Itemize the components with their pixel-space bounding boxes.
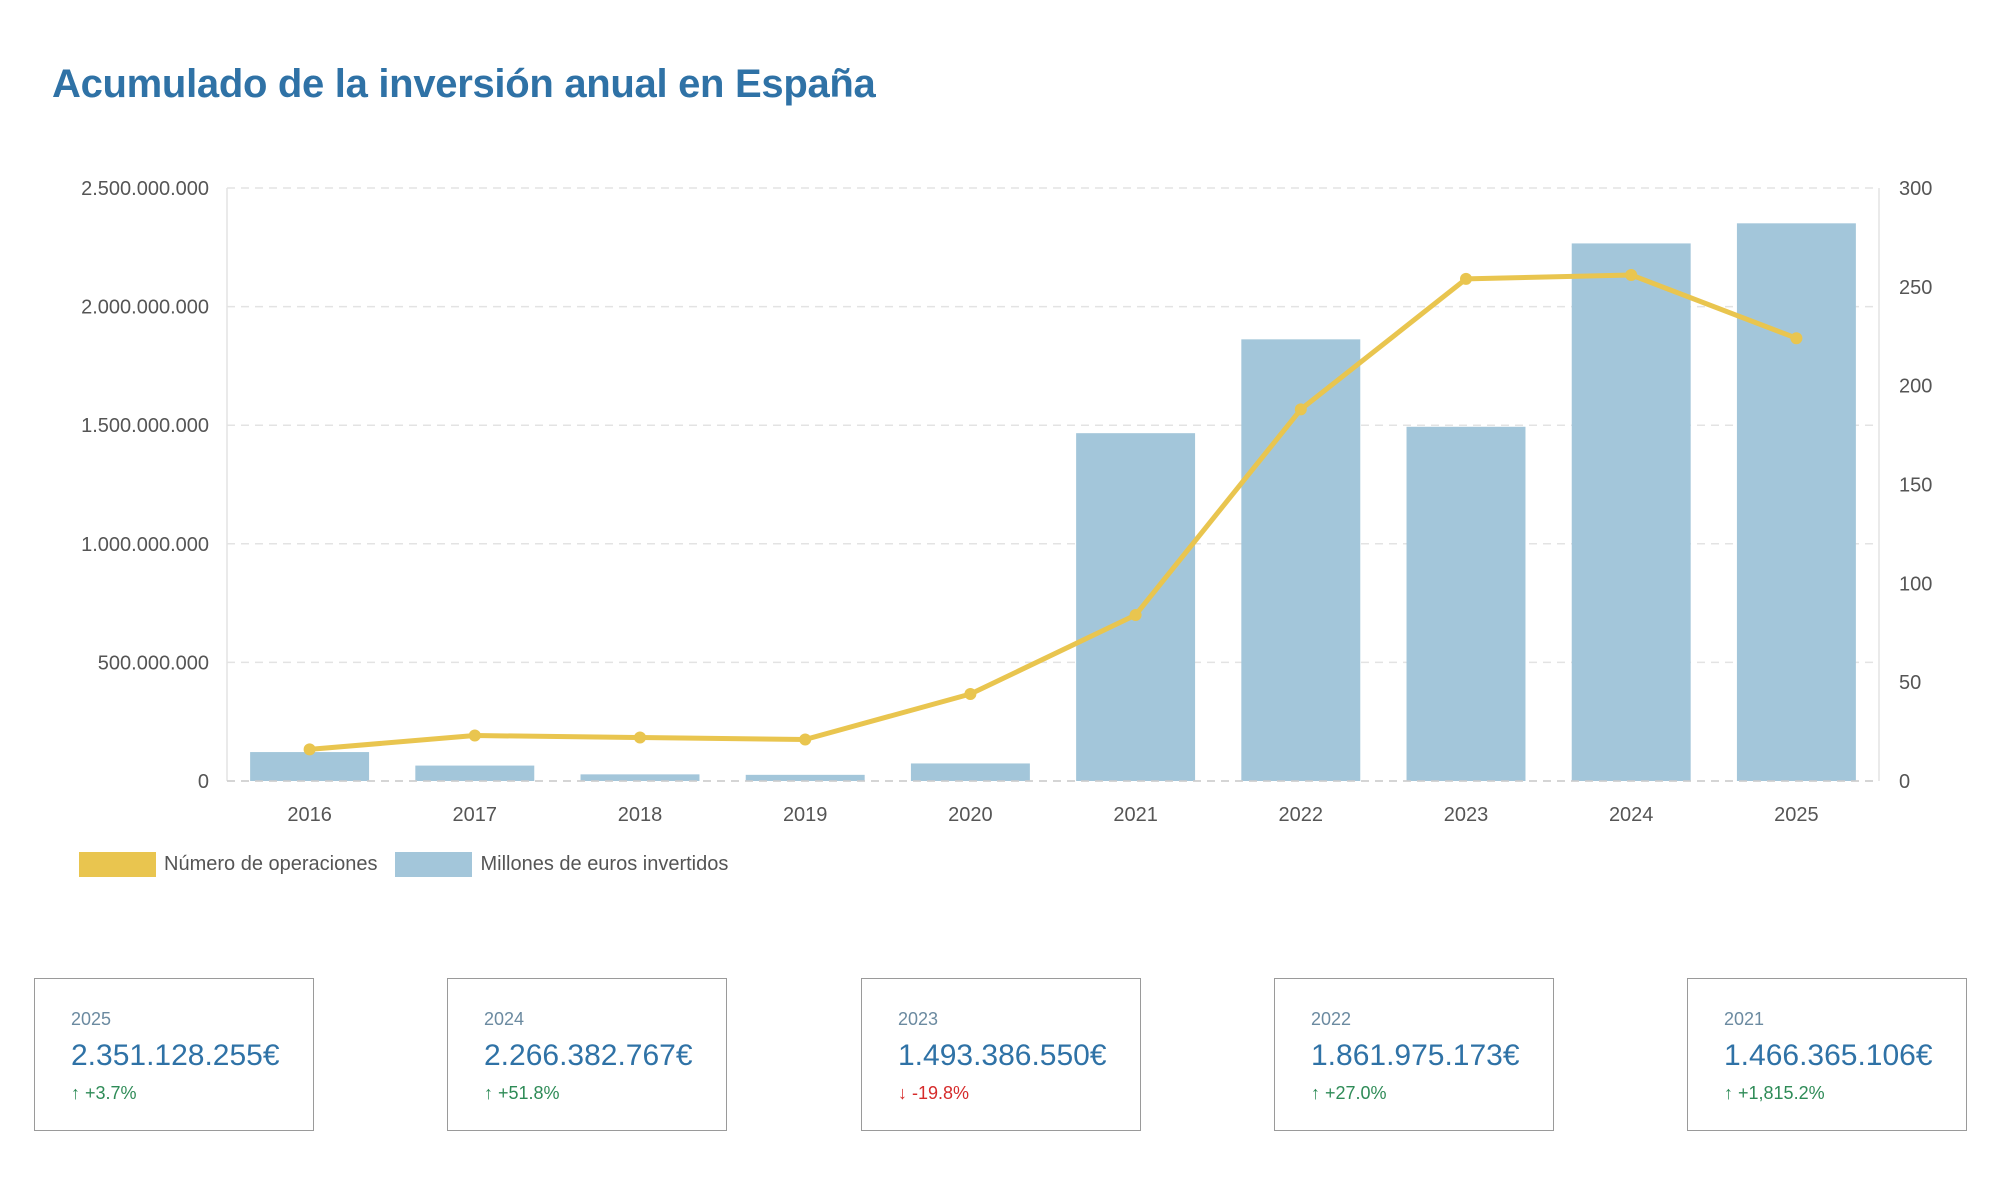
y-left-tick-label: 2.000.000.000 xyxy=(81,297,209,319)
x-tick-label: 2019 xyxy=(783,804,828,826)
card-change: ↑ +51.8% xyxy=(484,1083,560,1104)
card-change-value: -19.8% xyxy=(912,1083,970,1103)
bar-2023 xyxy=(1406,426,1526,781)
card-change-value: +1,815.2% xyxy=(1738,1083,1825,1103)
card-change: ↓ -19.8% xyxy=(898,1083,969,1104)
y-right-tick-label: 250 xyxy=(1899,277,1932,299)
card-change: ↑ +3.7% xyxy=(71,1083,137,1104)
line-point-2017 xyxy=(468,729,481,742)
y-right-tick-label: 150 xyxy=(1899,475,1932,497)
x-tick-label: 2018 xyxy=(618,804,663,826)
card-year: 2023 xyxy=(898,1009,939,1029)
line-point-2024 xyxy=(1625,268,1638,281)
x-tick-label: 2024 xyxy=(1609,804,1654,826)
stat-card-2021: 2021 1.466.365.106€ ↑ +1,815.2% xyxy=(1687,978,1967,1131)
arrow-up-icon: ↑ xyxy=(1724,1083,1733,1103)
x-tick-label: 2023 xyxy=(1444,804,1489,826)
line-point-2020 xyxy=(964,688,977,701)
legend: Número de operaciones Millones de euros … xyxy=(79,852,746,877)
bar-2024 xyxy=(1571,243,1691,781)
arrow-up-icon: ↑ xyxy=(484,1083,493,1103)
x-tick-label: 2017 xyxy=(453,804,498,826)
card-value: 1.861.975.173€ xyxy=(1311,1039,1520,1072)
legend-swatch xyxy=(79,852,156,877)
operations-line xyxy=(309,272,1798,752)
y-right-tick-label: 0 xyxy=(1899,771,1910,793)
line-point-2018 xyxy=(634,731,646,744)
card-value: 2.266.382.767€ xyxy=(484,1039,693,1072)
line-point-2022 xyxy=(1294,403,1307,416)
card-change: ↑ +27.0% xyxy=(1311,1083,1387,1104)
card-year: 2024 xyxy=(484,1009,525,1029)
arrow-up-icon: ↑ xyxy=(71,1083,80,1103)
bar-2016 xyxy=(250,752,370,781)
legend-swatch xyxy=(395,852,473,877)
y-right-tick-label: 300 xyxy=(1899,178,1932,200)
bar-2025 xyxy=(1736,223,1856,781)
line-point-2016 xyxy=(303,743,316,756)
stat-card-2025: 2025 2.351.128.255€ ↑ +3.7% xyxy=(34,978,314,1131)
card-change-value: +51.8% xyxy=(498,1083,560,1103)
y-left-tick-label: 1.000.000.000 xyxy=(81,534,209,556)
legend-label: Número de operaciones xyxy=(164,853,378,875)
card-value: 2.351.128.255€ xyxy=(71,1039,280,1072)
legend-item-investment[interactable]: Millones de euros invertidos xyxy=(395,852,728,877)
card-year: 2021 xyxy=(1724,1009,1765,1029)
card-change-value: +3.7% xyxy=(85,1083,137,1103)
bar-2018 xyxy=(580,774,700,781)
y-left-tick-label: 0 xyxy=(198,771,209,793)
bar-2020 xyxy=(910,763,1030,781)
x-tick-label: 2025 xyxy=(1774,804,1819,826)
combo-chart: 0 500.000.000 1.000.000.000 1.500.000.000 2.… xyxy=(81,178,1932,826)
chart-title: Acumulado de la inversión anual en Españ… xyxy=(52,62,876,106)
y-left-tick-label: 2.500.000.000 xyxy=(81,178,209,200)
stat-card-2023: 2023 1.493.386.550€ ↓ -19.8% xyxy=(861,978,1141,1131)
x-tick-label: 2016 xyxy=(287,804,332,826)
line-point-2021 xyxy=(1129,608,1142,621)
y-left-tick-label: 1.500.000.000 xyxy=(81,415,209,437)
line-point-2025 xyxy=(1790,332,1803,345)
x-tick-label: 2022 xyxy=(1279,804,1324,826)
bar-2017 xyxy=(415,765,535,781)
y-right-tick-label: 100 xyxy=(1899,573,1932,595)
bar-2019 xyxy=(745,774,865,781)
card-value: 1.466.365.106€ xyxy=(1724,1039,1933,1072)
y-left-tick-label: 500.000.000 xyxy=(98,652,209,674)
legend-item-operations[interactable]: Número de operaciones xyxy=(79,852,377,877)
x-tick-label: 2020 xyxy=(948,804,993,826)
stat-card-2022: 2022 1.861.975.173€ ↑ +27.0% xyxy=(1274,978,1554,1131)
line-point-2023 xyxy=(1460,272,1472,285)
card-year: 2022 xyxy=(1311,1009,1352,1029)
card-change: ↑ +1,815.2% xyxy=(1724,1083,1825,1104)
arrow-up-icon: ↑ xyxy=(1311,1083,1320,1103)
legend-label: Millones de euros invertidos xyxy=(480,853,729,875)
x-tick-label: 2021 xyxy=(1113,804,1158,826)
bar-2021 xyxy=(1076,433,1196,781)
card-value: 1.493.386.550€ xyxy=(898,1039,1107,1072)
stat-card-2024: 2024 2.266.382.767€ ↑ +51.8% xyxy=(447,978,727,1131)
card-change-value: +27.0% xyxy=(1325,1083,1387,1103)
y-right-tick-label: 50 xyxy=(1899,672,1921,694)
y-right-tick-label: 200 xyxy=(1899,376,1932,398)
arrow-down-icon: ↓ xyxy=(898,1083,907,1103)
card-year: 2025 xyxy=(71,1009,112,1029)
line-point-2019 xyxy=(799,733,812,746)
